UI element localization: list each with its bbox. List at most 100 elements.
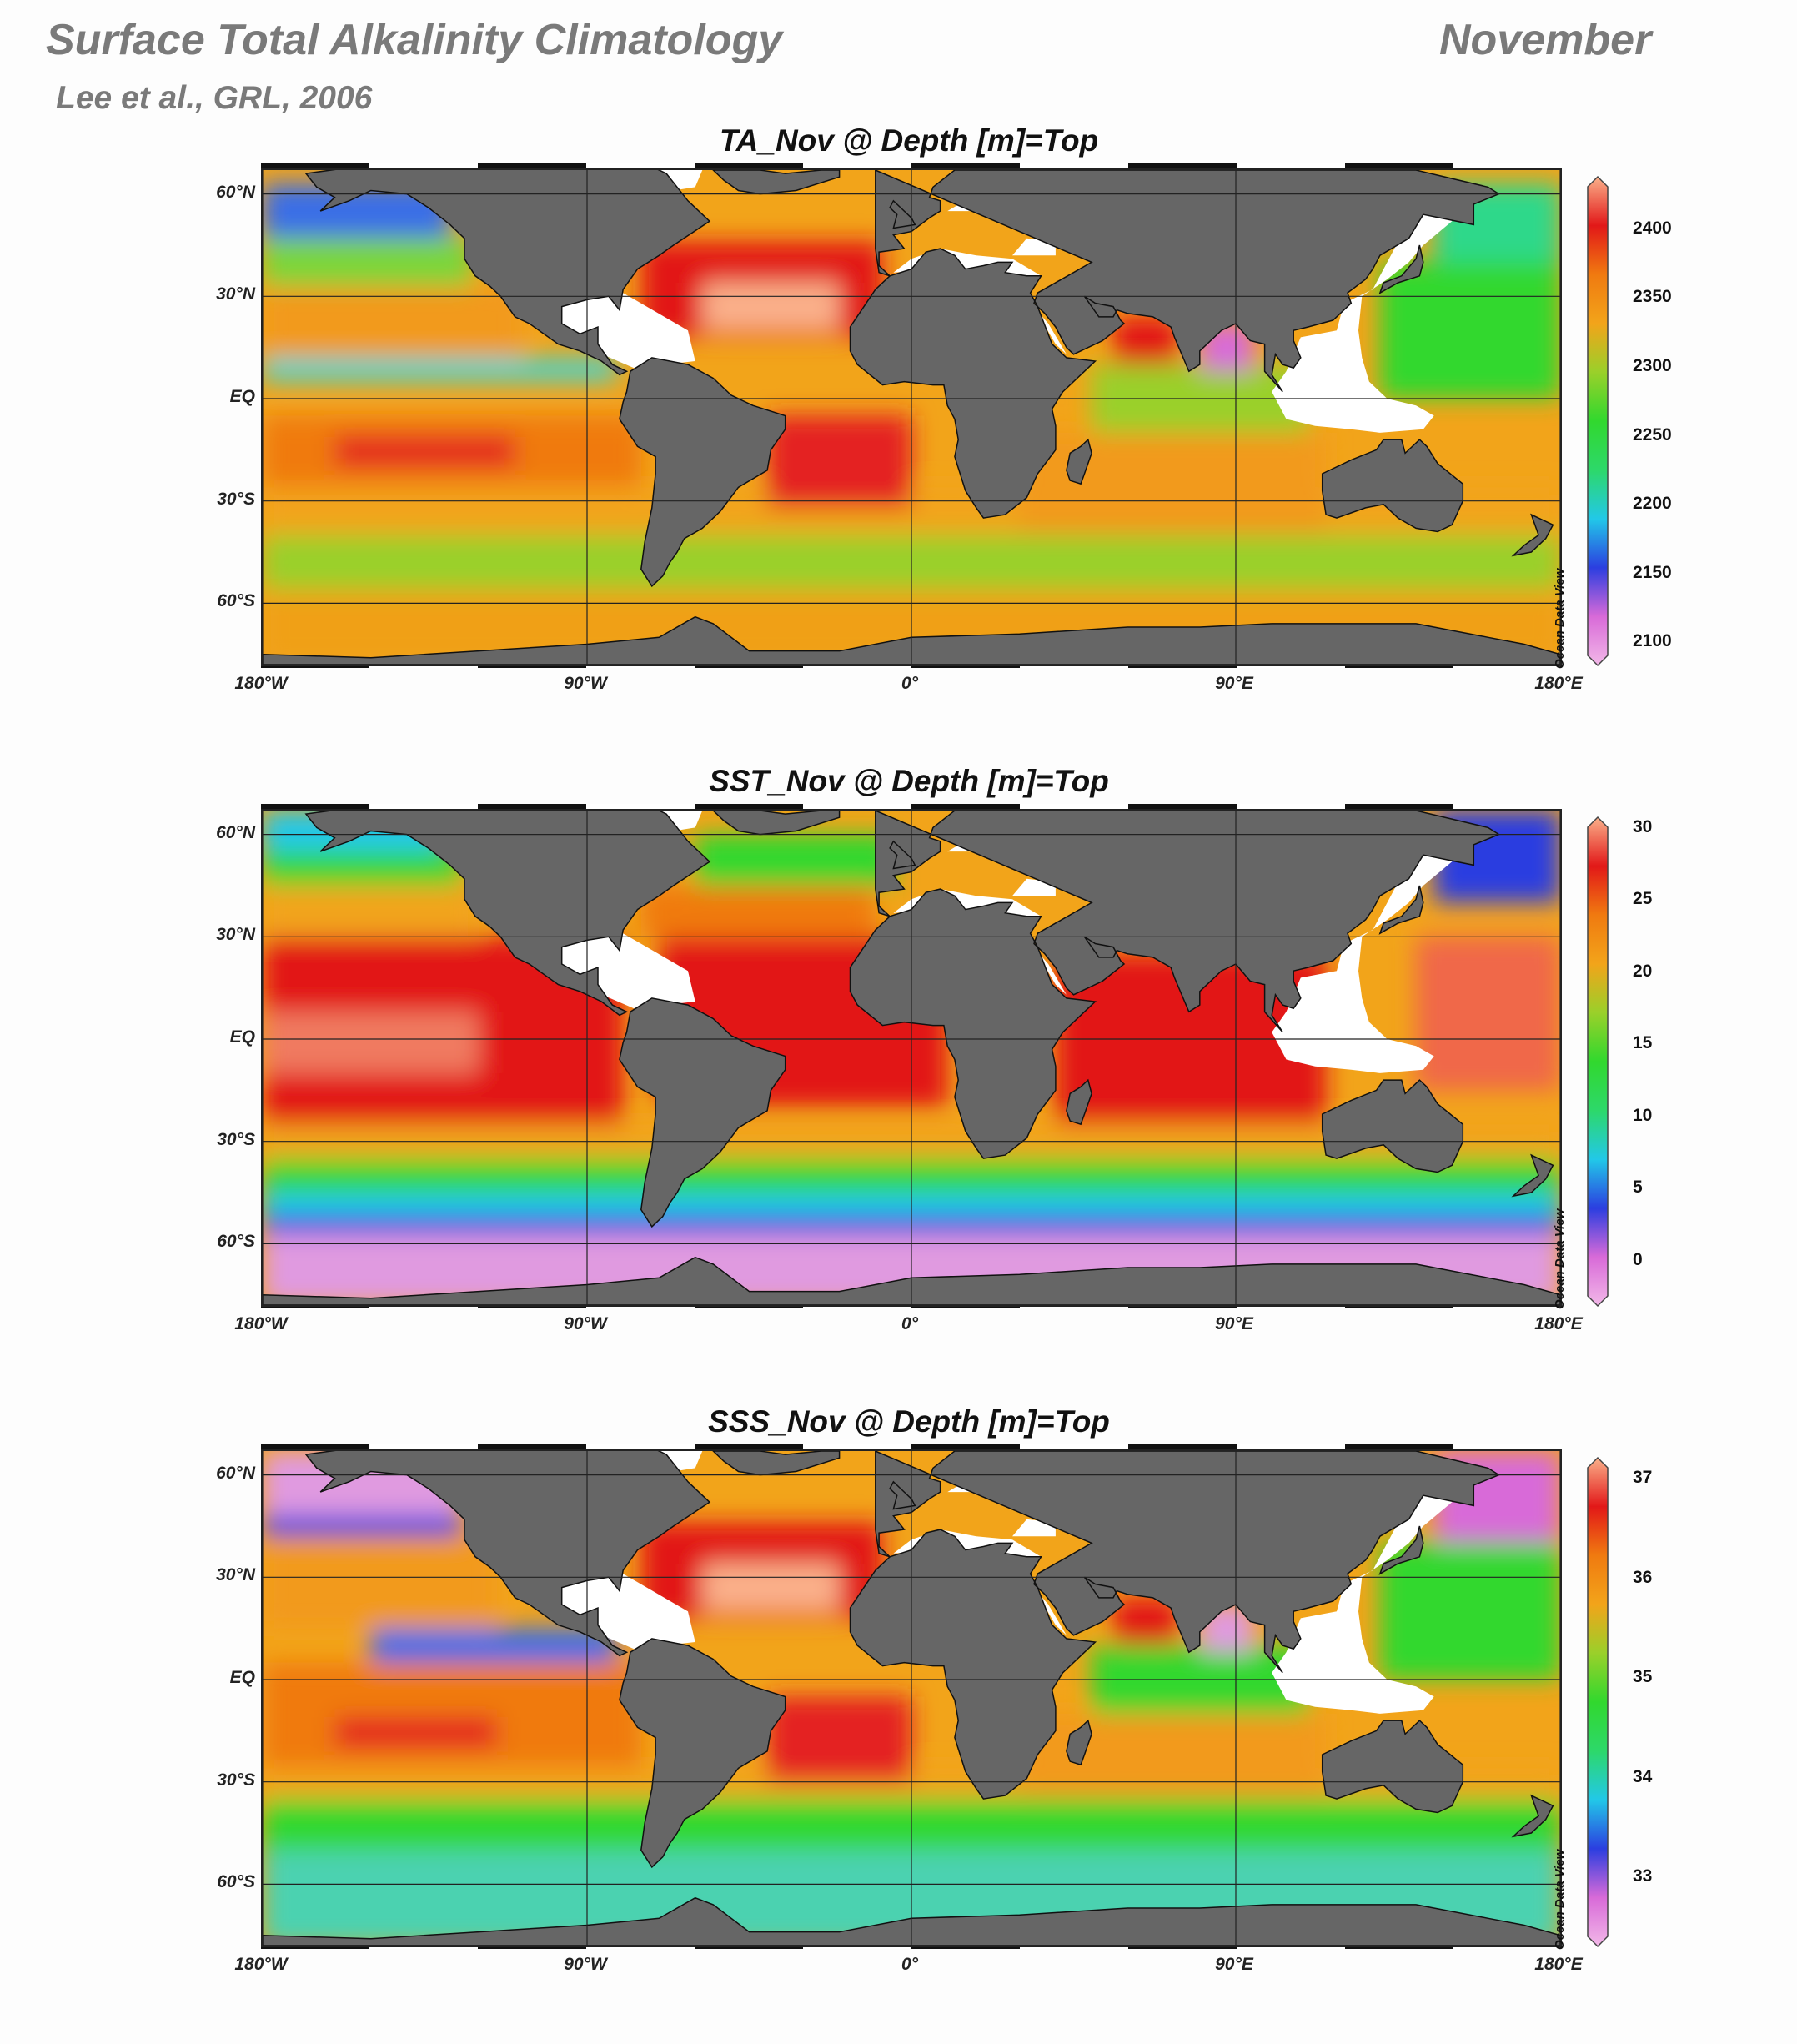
ta-pacific-gyre-orange-band — [263, 286, 523, 358]
sss-colorbar-tick-label: 33 — [1633, 1866, 1653, 1886]
sss-pacific-itcz-low-band — [370, 1628, 616, 1663]
sss-south-pacific-orange-band — [263, 1662, 641, 1769]
sst-uk-outline — [889, 840, 916, 870]
sst-colorbar-tick-label: 15 — [1633, 1033, 1653, 1053]
sst-map-panel: SST_Nov @ Depth [m]=Top 60°N 30°N EQ 30°S 60°… — [0, 764, 1797, 1404]
sst-west-pacific-warm-band — [1416, 937, 1560, 1091]
month-label: November — [1439, 16, 1652, 64]
sss-colorbar-tick-label: 35 — [1633, 1667, 1653, 1687]
ta-lon-label: 0° — [901, 674, 919, 693]
ta-lon-label: 90°E — [1215, 674, 1253, 693]
citation: Lee et al., GRL, 2006 — [56, 80, 373, 116]
sst-north-atlantic-green-band — [695, 834, 894, 886]
sst-lat-label: 60°N — [216, 822, 255, 842]
sss-atlantic-subtropic-max-band — [702, 1563, 840, 1612]
sss-uk-outline — [889, 1480, 916, 1510]
sss-odv-credit: Ocean Data View — [1553, 1849, 1567, 1950]
sss-north-pacific-orange-band — [263, 1536, 497, 1629]
sst-madagascar-outline — [1066, 1078, 1092, 1126]
ta-odv-credit: Ocean Data View — [1553, 568, 1567, 669]
ta-west-pacific-green-band — [1379, 262, 1560, 399]
ta-north-america-outline — [304, 170, 711, 376]
sst-south-america-outline — [619, 997, 786, 1228]
sst-colorbar-tick-label: 25 — [1633, 889, 1653, 909]
sst-east-asia-nodata-region — [1272, 841, 1453, 1073]
sss-east-asia-nodata-region — [1272, 1481, 1453, 1714]
sss-west-pacific-green-band — [1379, 1543, 1560, 1680]
sst-lon-label: 0° — [901, 1314, 919, 1333]
ta-lon-label: 90°W — [564, 674, 607, 693]
sst-north-atlantic-orange-band — [640, 885, 876, 937]
ta-eurasia-africa-outline — [849, 170, 1501, 519]
sst-colorbar-tick-label: 30 — [1633, 817, 1653, 836]
sss-lon-label: 0° — [901, 1955, 919, 1974]
sss-colorbar-tick-label: 36 — [1633, 1567, 1653, 1587]
sss-lat-label: 30°N — [216, 1565, 255, 1585]
sss-colorbar-tick-label: 37 — [1633, 1467, 1653, 1487]
sst-colorbar-tick-label: 0 — [1633, 1249, 1643, 1269]
sst-lon-label: 90°E — [1215, 1314, 1253, 1333]
sst-new-zealand-outline — [1511, 1153, 1554, 1198]
ta-pacific-itcz-low-band — [263, 357, 616, 382]
sss-north-pacific-blue-band — [263, 1515, 461, 1537]
ta-colorbar — [1587, 175, 1609, 667]
sst-panel-title: SST_Nov @ Depth [m]=Top — [709, 764, 1109, 798]
sst-lat-label: EQ — [229, 1027, 255, 1047]
sss-lon-label: 90°E — [1215, 1955, 1253, 1974]
ta-colorbar-tick-label: 2400 — [1633, 218, 1672, 238]
ta-map-svg — [263, 170, 1560, 665]
sst-lon-label: 180°W — [234, 1314, 288, 1333]
sss-greenland-outline — [712, 1451, 841, 1476]
ta-lat-label: 30°S — [217, 489, 255, 509]
sss-south-america-outline — [619, 1638, 786, 1869]
ta-south-pacific-max-band — [334, 435, 515, 467]
ta-lon-label: 180°E — [1534, 674, 1583, 693]
sss-south-pacific-max-band — [334, 1716, 497, 1748]
sss-lat-label: 30°S — [217, 1770, 255, 1790]
ta-greenland-outline — [712, 170, 841, 195]
sss-lon-label: 90°W — [564, 1955, 607, 1974]
sst-eurasia-africa-outline — [849, 811, 1501, 1159]
sss-lon-label: 180°E — [1534, 1955, 1583, 1974]
sss-map-canvas — [261, 1449, 1562, 1947]
sss-colorbar-gradient — [1587, 1456, 1609, 1948]
ta-uk-outline — [889, 199, 916, 229]
sst-colorbar-tick-label: 20 — [1633, 961, 1653, 981]
sst-lon-label: 90°W — [564, 1314, 607, 1333]
sss-colorbar-tick-label: 34 — [1633, 1766, 1653, 1786]
sst-japan-outline — [1378, 885, 1424, 935]
ta-colorbar-tick-label: 2350 — [1633, 287, 1672, 307]
sst-greenland-outline — [712, 811, 841, 836]
sst-lon-label: 180°E — [1534, 1314, 1583, 1333]
ta-atlantic-subtropic-max-band — [702, 282, 840, 331]
ta-south-atlantic-red-band — [767, 415, 911, 508]
sss-lat-label: 60°S — [217, 1872, 255, 1892]
ta-new-zealand-outline — [1511, 513, 1554, 557]
ta-panel-title: TA_Nov @ Depth [m]=Top — [719, 123, 1099, 158]
ta-japan-outline — [1378, 244, 1424, 294]
sss-japan-outline — [1378, 1525, 1424, 1575]
sss-eurasia-africa-outline — [849, 1451, 1501, 1800]
ta-north-pacific-green-band — [263, 238, 472, 287]
sst-lat-label: 60°S — [217, 1232, 255, 1252]
ta-indian-ocean-orange-band — [1019, 432, 1327, 535]
ta-east-asia-nodata-region — [1272, 200, 1453, 433]
ta-lat-label: 60°N — [216, 182, 255, 202]
main-title: Surface Total Alkalinity Climatology — [46, 16, 783, 64]
sss-madagascar-outline — [1066, 1719, 1092, 1766]
sss-colorbar — [1587, 1456, 1609, 1948]
sst-colorbar-gradient — [1587, 816, 1609, 1308]
ta-colorbar-tick-label: 2250 — [1633, 424, 1672, 444]
sss-map-panel: SSS_Nov @ Depth [m]=Top 60°N 30°N EQ 30°S 60°… — [0, 1404, 1797, 2044]
sst-lat-label: 30°S — [217, 1129, 255, 1149]
ta-colorbar-gradient — [1587, 175, 1609, 667]
sss-indian-ocean-orange-band — [1019, 1713, 1327, 1800]
ta-south-america-outline — [619, 357, 786, 588]
ta-madagascar-outline — [1066, 438, 1092, 485]
ta-lat-label: 30°N — [216, 284, 255, 304]
sss-frame-ticks-top — [261, 1444, 1562, 1451]
sst-north-pacific-green-band — [263, 851, 461, 886]
ta-lon-label: 180°W — [234, 674, 288, 693]
sss-new-zealand-outline — [1511, 1794, 1554, 1838]
sss-panel-title: SSS_Nov @ Depth [m]=Top — [708, 1404, 1110, 1439]
